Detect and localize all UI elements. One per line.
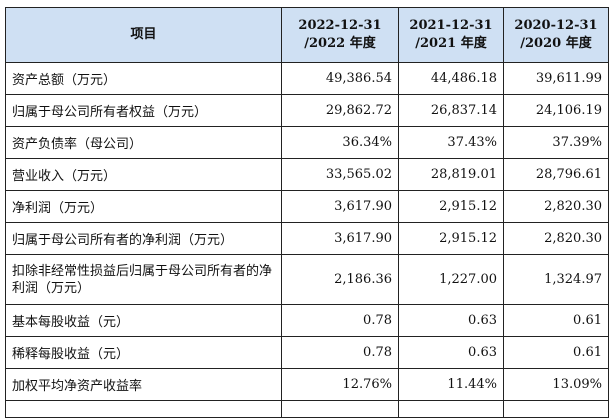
cell-value: 3,617.90 xyxy=(281,190,399,223)
header-col-2021-year: /2021 年度 xyxy=(415,36,487,51)
financial-summary-sheet: 项目 2022-12-31 /2022 年度 2021-12-31 /2021 … xyxy=(5,7,609,418)
cell-value: 37.39% xyxy=(503,126,609,159)
cell-empty xyxy=(281,400,399,418)
table-row: 归属于母公司所有者的净利润（万元） 3,617.90 2,915.12 2,82… xyxy=(5,222,609,255)
cell-value: 0.78 xyxy=(281,336,399,369)
table-header: 项目 2022-12-31 /2022 年度 2021-12-31 /2021 … xyxy=(5,7,609,63)
cell-value: 1,324.97 xyxy=(503,254,609,305)
row-label-diluted-eps: 稀释每股收益（元） xyxy=(5,336,282,369)
cell-value: 44,486.18 xyxy=(398,62,504,95)
table-row-cut-off xyxy=(5,400,609,418)
cell-value: 1,227.00 xyxy=(398,254,504,305)
cell-value: 2,820.30 xyxy=(503,190,609,223)
header-col-2021: 2021-12-31 /2021 年度 xyxy=(398,7,504,63)
cell-value: 39,611.99 xyxy=(503,62,609,95)
cell-value: 28,796.61 xyxy=(503,158,609,191)
header-col-2020-year: /2020 年度 xyxy=(520,36,592,51)
cell-value: 24,106.19 xyxy=(503,94,609,127)
cell-value: 0.63 xyxy=(398,336,504,369)
cell-value: 2,186.36 xyxy=(281,254,399,305)
cell-value: 13.09% xyxy=(503,368,609,401)
cell-value: 49,386.54 xyxy=(281,62,399,95)
row-label-adjusted-net-profit: 扣除非经常性损益后归属于母公司所有者的净利润（万元） xyxy=(5,254,282,305)
header-col-2022: 2022-12-31 /2022 年度 xyxy=(281,7,399,63)
row-label-weighted-roe: 加权平均净资产收益率 xyxy=(5,368,282,401)
row-label-net-profit: 净利润（万元） xyxy=(5,190,282,223)
table-row: 净利润（万元） 3,617.90 2,915.12 2,820.30 xyxy=(5,190,609,223)
cell-value: 0.61 xyxy=(503,304,609,337)
header-col-2020-date: 2020-12-31 xyxy=(514,18,598,33)
header-col-2021-date: 2021-12-31 xyxy=(409,18,493,33)
cell-value: 2,915.12 xyxy=(398,190,504,223)
cell-value: 2,915.12 xyxy=(398,222,504,255)
header-col-2022-date: 2022-12-31 xyxy=(298,18,382,33)
table-row: 基本每股收益（元） 0.78 0.63 0.61 xyxy=(5,304,609,337)
table-row: 加权平均净资产收益率 12.76% 11.44% 13.09% xyxy=(5,368,609,401)
table-row: 营业收入（万元） 33,565.02 28,819.01 28,796.61 xyxy=(5,158,609,191)
header-col-2020: 2020-12-31 /2020 年度 xyxy=(503,7,609,63)
cell-value: 2,820.30 xyxy=(503,222,609,255)
table-row: 资产总额（万元） 49,386.54 44,486.18 39,611.99 xyxy=(5,62,609,95)
cell-value: 33,565.02 xyxy=(281,158,399,191)
row-label-total-assets: 资产总额（万元） xyxy=(5,62,282,95)
financial-data-table: 项目 2022-12-31 /2022 年度 2021-12-31 /2021 … xyxy=(5,7,609,418)
table-row: 稀释每股收益（元） 0.78 0.63 0.61 xyxy=(5,336,609,369)
cell-value: 29,862.72 xyxy=(281,94,399,127)
cell-value: 12.76% xyxy=(281,368,399,401)
table-body: 资产总额（万元） 49,386.54 44,486.18 39,611.99 归… xyxy=(5,62,609,418)
row-label-parent-equity: 归属于母公司所有者权益（万元） xyxy=(5,94,282,127)
cell-value: 0.63 xyxy=(398,304,504,337)
header-item: 项目 xyxy=(5,7,282,63)
cell-value: 0.61 xyxy=(503,336,609,369)
row-label-debt-ratio: 资产负债率（母公司） xyxy=(5,126,282,159)
cell-empty xyxy=(5,400,282,418)
cell-value: 37.43% xyxy=(398,126,504,159)
cell-empty xyxy=(503,400,609,418)
cell-value: 0.78 xyxy=(281,304,399,337)
row-label-parent-net-profit: 归属于母公司所有者的净利润（万元） xyxy=(5,222,282,255)
header-col-2022-year: /2022 年度 xyxy=(304,36,376,51)
row-label-revenue: 营业收入（万元） xyxy=(5,158,282,191)
cell-value: 26,837.14 xyxy=(398,94,504,127)
header-row: 项目 2022-12-31 /2022 年度 2021-12-31 /2021 … xyxy=(5,7,609,63)
cell-value: 36.34% xyxy=(281,126,399,159)
cell-value: 11.44% xyxy=(398,368,504,401)
row-label-basic-eps: 基本每股收益（元） xyxy=(5,304,282,337)
table-row: 资产负债率（母公司） 36.34% 37.43% 37.39% xyxy=(5,126,609,159)
cell-value: 28,819.01 xyxy=(398,158,504,191)
cell-empty xyxy=(398,400,504,418)
table-row: 归属于母公司所有者权益（万元） 29,862.72 26,837.14 24,1… xyxy=(5,94,609,127)
cell-value: 3,617.90 xyxy=(281,222,399,255)
table-row: 扣除非经常性损益后归属于母公司所有者的净利润（万元） 2,186.36 1,22… xyxy=(5,254,609,305)
